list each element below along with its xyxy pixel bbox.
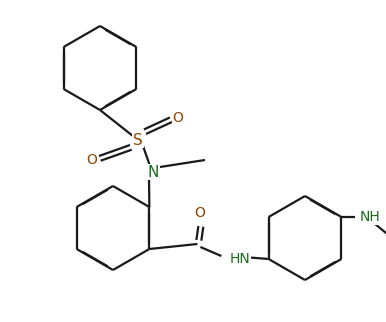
Text: O: O: [194, 206, 205, 220]
Text: N: N: [147, 165, 159, 179]
Text: NH: NH: [359, 210, 380, 224]
Text: O: O: [86, 153, 97, 167]
Text: HN: HN: [229, 252, 250, 266]
Text: O: O: [173, 111, 183, 125]
Text: S: S: [133, 132, 143, 147]
